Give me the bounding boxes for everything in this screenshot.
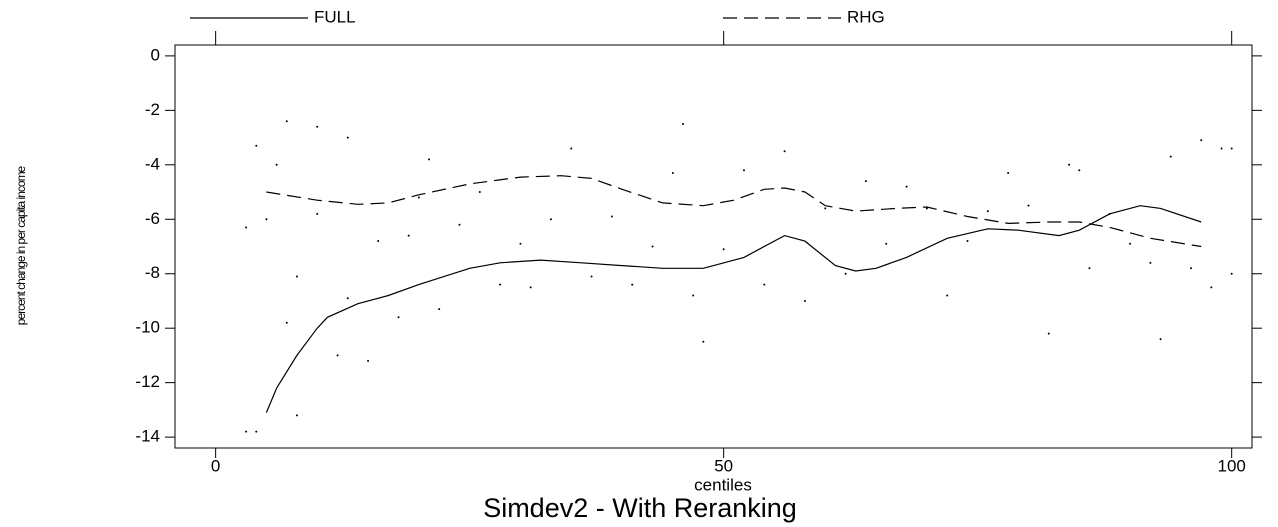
- scatter-point: [1190, 267, 1193, 270]
- scatter-point: [966, 240, 969, 243]
- scatter-point: [1068, 163, 1071, 166]
- scatter-point: [1149, 261, 1152, 264]
- scatter-point: [722, 248, 725, 251]
- scatter-point: [499, 283, 502, 286]
- y-tick-label: 0: [151, 45, 160, 64]
- scatter-point: [946, 294, 949, 297]
- scatter-point: [742, 169, 745, 172]
- scatter-point: [1088, 267, 1091, 270]
- scatter-point: [590, 275, 593, 278]
- scatter-point: [295, 414, 298, 417]
- y-tick-label: -4: [145, 154, 160, 173]
- scatter-point: [692, 294, 695, 297]
- scatter-point: [377, 240, 380, 243]
- y-tick-label: -8: [145, 263, 160, 282]
- scatter-point: [346, 136, 349, 139]
- scatter-point: [316, 125, 319, 128]
- scatter-point: [265, 218, 268, 221]
- scatter-point: [1007, 171, 1010, 174]
- scatter-point: [275, 163, 278, 166]
- scatter-point: [549, 218, 552, 221]
- scatter-point: [803, 299, 806, 302]
- scatter-point: [285, 120, 288, 123]
- scatter-point: [1210, 286, 1213, 289]
- x-tick-label: 100: [1217, 456, 1245, 475]
- scatter-point: [844, 272, 847, 275]
- scatter-point: [417, 196, 420, 199]
- scatter-point: [1169, 155, 1172, 158]
- scatter-point: [255, 430, 258, 433]
- scatter-point: [570, 147, 573, 150]
- scatter-point: [295, 275, 298, 278]
- scatter-point: [397, 316, 400, 319]
- scatter-point: [986, 210, 989, 213]
- scatter-point: [478, 191, 481, 194]
- scatter-point: [316, 212, 319, 215]
- scatter-point: [763, 283, 766, 286]
- scatter-point: [1230, 147, 1233, 150]
- scatter-point: [905, 185, 908, 188]
- legend-label: FULL: [314, 7, 356, 26]
- scatter-point: [367, 359, 370, 362]
- scatter-point: [1047, 332, 1050, 335]
- x-axis-label: centiles: [694, 475, 752, 494]
- scatter-point: [438, 308, 441, 311]
- scatter-point: [1220, 147, 1223, 150]
- y-tick-label: -6: [145, 209, 160, 228]
- scatter-point: [529, 286, 532, 289]
- y-tick-label: -10: [135, 318, 160, 337]
- scatter-point: [1108, 212, 1111, 215]
- scatter-point: [407, 234, 410, 237]
- y-tick-label: -14: [135, 427, 160, 446]
- scatter-point: [428, 158, 431, 161]
- scatter-point: [610, 215, 613, 218]
- y-tick-label: -12: [135, 372, 160, 391]
- scatter-point: [824, 207, 827, 210]
- scatter-point: [864, 180, 867, 183]
- scatter-point: [346, 297, 349, 300]
- scatter-point: [336, 354, 339, 357]
- scatter-point: [1027, 204, 1030, 207]
- scatter-point: [1129, 242, 1132, 245]
- y-tick-label: -2: [145, 100, 160, 119]
- scatter-point: [255, 144, 258, 147]
- scatter-point: [1078, 169, 1081, 172]
- plot-frame: [174, 44, 1253, 449]
- x-tick-label: 0: [211, 456, 220, 475]
- x-tick-label: 50: [714, 456, 733, 475]
- line-dashed: [266, 175, 1202, 248]
- scatter-point: [1159, 338, 1162, 341]
- line-solid: [265, 205, 1202, 413]
- scatter-point: [1230, 272, 1233, 275]
- scatter-point: [458, 223, 461, 226]
- scatter-point: [651, 245, 654, 248]
- scatter-point: [925, 207, 928, 210]
- scatter-point: [631, 283, 634, 286]
- legend-label: RHG: [847, 7, 885, 26]
- scatter-point: [671, 171, 674, 174]
- scatter-point: [682, 122, 685, 125]
- scatter-point: [245, 430, 248, 433]
- scatter-point: [1200, 139, 1203, 142]
- scatter-point: [783, 150, 786, 153]
- scatter-point: [885, 242, 888, 245]
- scatter-point: [702, 340, 705, 343]
- y-axis-label: percent change in per capita income: [14, 165, 28, 325]
- chart-title: Simdev2 - With Reranking: [483, 493, 797, 523]
- scatter-point: [519, 242, 522, 245]
- scatter-point: [245, 226, 248, 229]
- scatter-point: [285, 321, 288, 324]
